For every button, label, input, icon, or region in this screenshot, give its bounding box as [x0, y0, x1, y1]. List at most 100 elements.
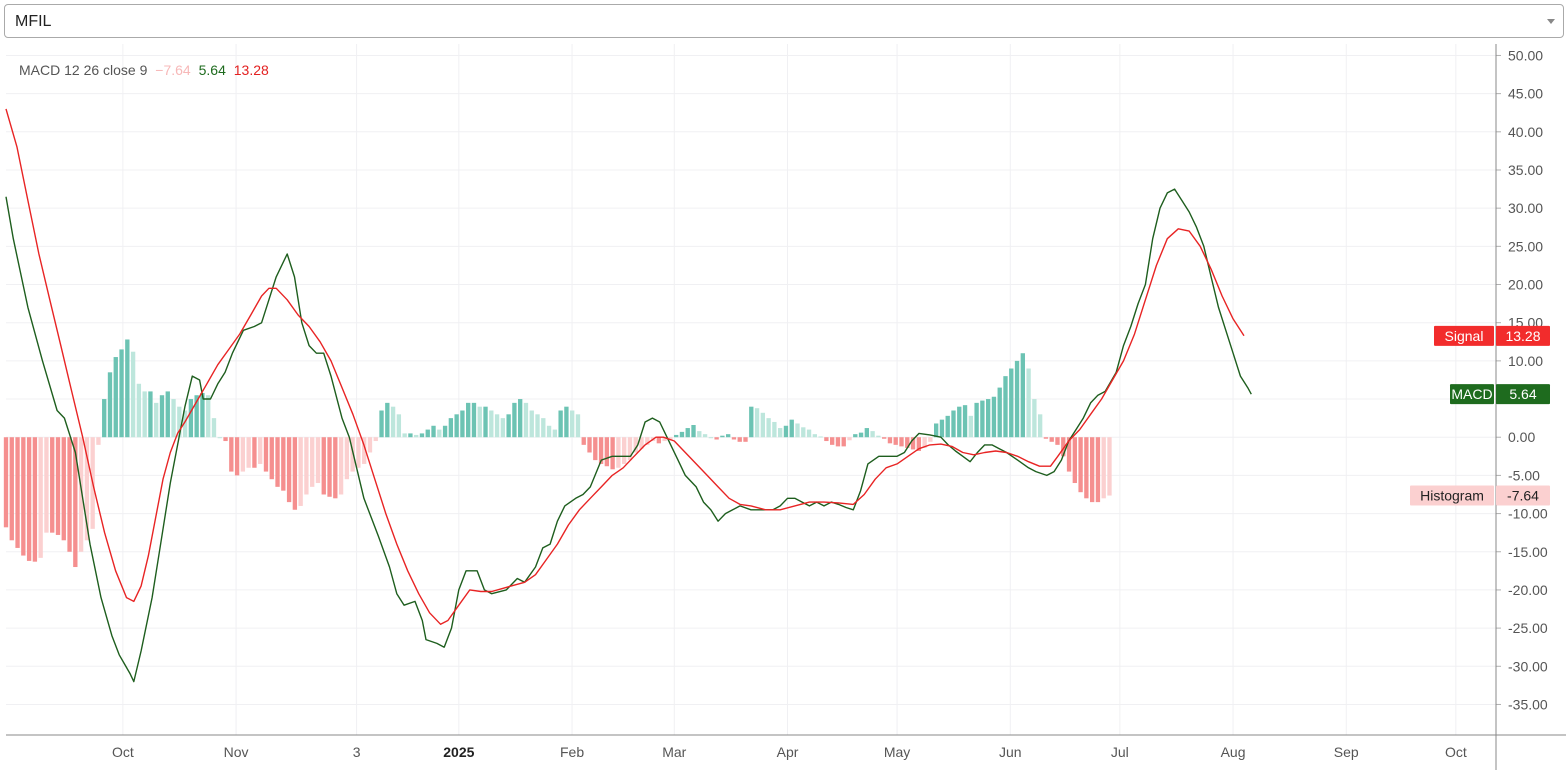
histogram-bar [1107, 437, 1112, 496]
y-tick-label: 40.00 [1508, 124, 1543, 140]
histogram-bar [656, 437, 662, 444]
histogram-bar [200, 392, 205, 438]
histogram-bar [136, 383, 142, 438]
histogram-bar [454, 414, 459, 438]
histogram-bar [980, 400, 985, 438]
histogram-bar [968, 415, 973, 438]
line-series [5, 108, 1252, 683]
histogram-bar [84, 437, 90, 541]
histogram-bar [344, 437, 350, 480]
histogram-bar [1020, 353, 1025, 438]
histogram-bar [1101, 437, 1106, 499]
histogram-bar [535, 414, 540, 438]
histogram-bar [760, 412, 766, 438]
histogram-bar [766, 418, 771, 438]
histogram-bar [182, 410, 188, 438]
histogram-bar [431, 425, 436, 438]
histogram-bar [477, 406, 482, 438]
chevron-down-icon[interactable] [1547, 19, 1555, 24]
histogram-bar [1009, 368, 1014, 438]
histogram-bar [107, 372, 113, 438]
histogram-bar [1061, 437, 1066, 457]
histogram-bar [916, 437, 921, 451]
histogram-bar [558, 410, 563, 438]
histogram-bar [252, 437, 257, 468]
histogram-bar [333, 437, 338, 499]
histogram-bar [893, 437, 898, 445]
histogram-bar [997, 387, 1002, 438]
histogram-bar [679, 431, 685, 438]
macd-line [5, 188, 1252, 683]
histogram-bar [448, 418, 454, 438]
histogram-bar [286, 437, 292, 503]
histogram-bar [315, 437, 321, 484]
histogram-bar [1078, 437, 1083, 493]
histogram-bar [564, 406, 569, 438]
price-label-signal: Signal 13.28 [1434, 325, 1550, 346]
price-label-value-bg [1496, 384, 1550, 405]
y-tick-label: 45.00 [1508, 86, 1543, 102]
price-label-name: Signal [1445, 328, 1484, 344]
histogram-bar [396, 414, 402, 438]
y-tick-label: 25.00 [1508, 238, 1543, 254]
histogram-bar [408, 433, 413, 438]
histogram-bar [96, 437, 101, 445]
x-tick-label: Feb [560, 744, 584, 760]
histogram-bar [714, 437, 719, 440]
histogram-bar [818, 436, 823, 438]
histogram-bar [1014, 360, 1020, 438]
histogram-bar [1084, 437, 1089, 499]
histogram-bar [44, 437, 49, 533]
histogram-bar [500, 418, 506, 438]
price-label-value: 5.64 [1509, 386, 1536, 402]
price-axis: 50.0045.0040.0035.0030.0025.0020.0015.00… [1495, 44, 1548, 770]
price-label-name-bg [1434, 325, 1494, 346]
histogram-bar [720, 435, 725, 438]
histogram-bar [546, 425, 552, 438]
histogram-bar [73, 437, 78, 568]
histogram-bar [292, 437, 298, 510]
histogram-bar [529, 410, 534, 438]
price-label-name-bg [1410, 485, 1494, 506]
histogram-bar [674, 434, 679, 438]
x-tick-label: 2025 [443, 744, 474, 760]
histogram-bar [419, 433, 425, 438]
histogram-bar [841, 437, 846, 447]
y-tick-label: 0.00 [1508, 429, 1535, 445]
y-tick-label: -5.00 [1508, 467, 1540, 483]
histogram-bar [749, 406, 754, 438]
histogram-bar [523, 402, 529, 438]
y-tick-label: -25.00 [1508, 620, 1548, 636]
histogram-bar [587, 437, 592, 453]
histogram-bar [928, 437, 933, 442]
histogram-bar [130, 351, 136, 438]
y-tick-label: 35.00 [1508, 162, 1543, 178]
histogram-bar [899, 437, 904, 447]
histogram-bar [726, 434, 731, 438]
histogram-bar [338, 437, 344, 495]
histogram-bar [778, 428, 783, 438]
histogram-bar [379, 410, 384, 438]
histogram-bar [177, 406, 182, 438]
histogram-bar [321, 437, 326, 495]
histogram-bar [142, 391, 147, 438]
histogram-bar [211, 418, 217, 438]
histogram-bar [552, 429, 558, 438]
histogram-bar [824, 437, 829, 442]
histogram-bar [483, 406, 488, 438]
histogram-bar [835, 437, 841, 447]
histogram-bar [217, 437, 222, 439]
histogram-bar [858, 432, 864, 438]
y-tick-label: 10.00 [1508, 353, 1543, 369]
histogram-bar [754, 408, 760, 438]
histogram-series [3, 339, 1112, 568]
price-label-name: MACD [1451, 386, 1492, 402]
histogram-bar [206, 395, 211, 438]
symbol-select[interactable]: MFIL [4, 4, 1564, 38]
symbol-select-value: MFIL [15, 13, 52, 30]
indicator-legend: MACD 12 26 close 9 −7.64 5.64 13.28 [19, 62, 273, 78]
histogram-bar [437, 429, 442, 438]
histogram-bar [356, 437, 361, 468]
histogram-bar [922, 437, 927, 448]
